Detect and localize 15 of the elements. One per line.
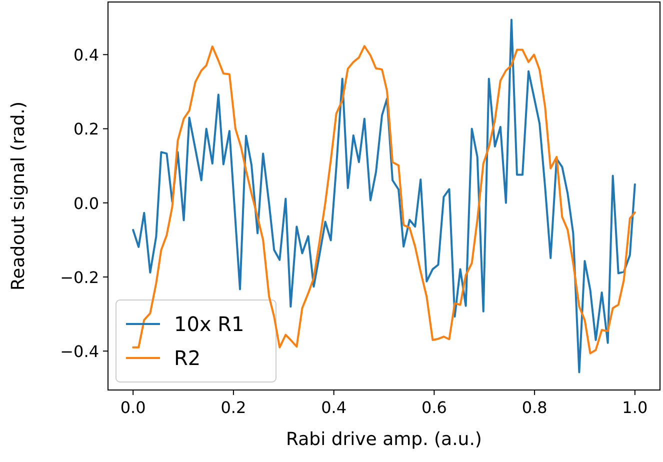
y-tick-label: 0.2	[74, 120, 99, 139]
y-tick-label: 0.0	[74, 194, 99, 213]
x-tick-label: 1.0	[622, 398, 648, 417]
y-tick-label: −0.4	[60, 342, 99, 362]
legend-label: R2	[174, 346, 201, 370]
y-tick-label: −0.2	[60, 268, 99, 287]
x-tick-label: 0.6	[421, 398, 447, 417]
x-tick-label: 0.8	[522, 398, 548, 417]
x-tick-label: 0.4	[321, 398, 347, 417]
x-axis-title: Rabi drive amp. (a.u.)	[286, 429, 482, 450]
x-tick-label: 0.0	[120, 398, 146, 417]
y-axis-title: Readout signal (rad.)	[8, 101, 29, 291]
y-tick-label: 0.4	[74, 46, 99, 65]
x-tick-label: 0.2	[220, 398, 246, 417]
legend-label: 10x R1	[174, 312, 244, 336]
